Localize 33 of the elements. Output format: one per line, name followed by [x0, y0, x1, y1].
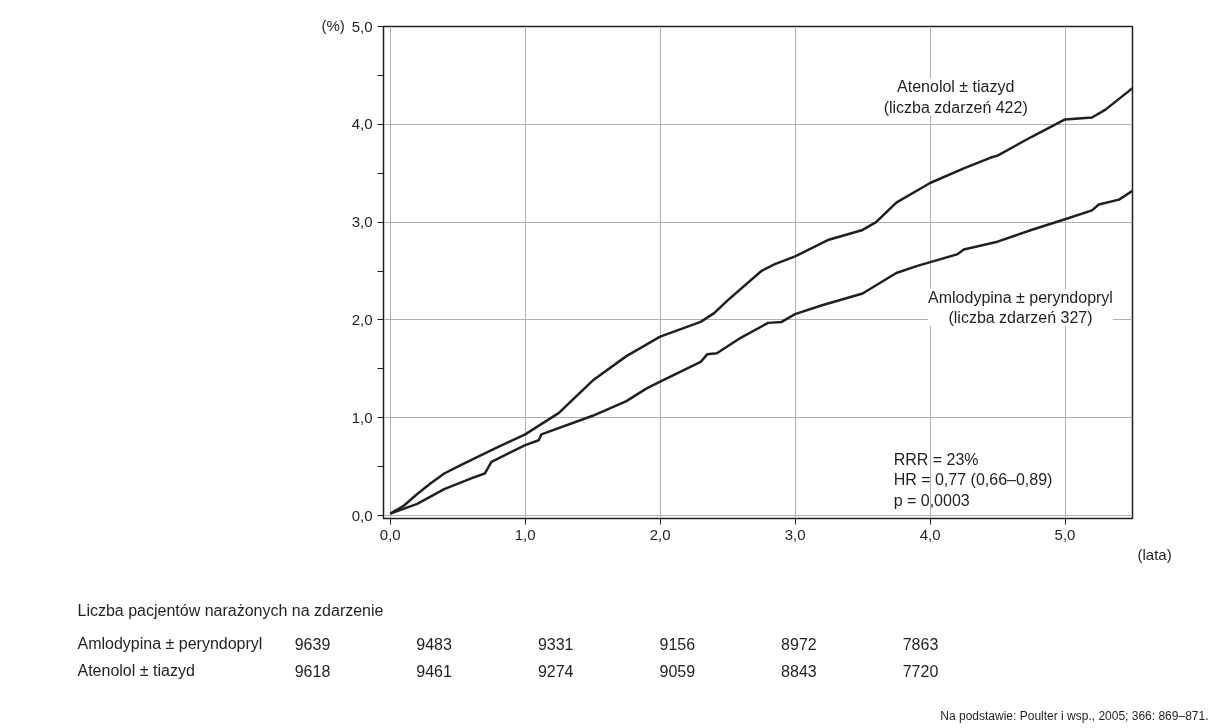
series-label: Atenolol ± tiazyd (liczba zdarzeń 422) [883, 78, 1028, 116]
x-axis-title: (lata) [1137, 546, 1172, 563]
text: Liczba pacjentów narażonych na zdarzenie [77, 602, 384, 619]
x-tick-label: 4,0 [919, 525, 941, 543]
y-tick-label: 3,0 [351, 213, 373, 231]
x-tick-label: 3,0 [784, 525, 806, 543]
text: 9156 [659, 635, 696, 653]
text: 9483 [416, 635, 452, 653]
x-tick-label: 5,0 [1054, 525, 1076, 543]
series-label: Amlodypina ± peryndopryl (liczba zdarzeń 327) [928, 288, 1113, 327]
y-tick-label: 5,0 [351, 17, 373, 35]
text: 9274 [537, 662, 574, 680]
text: 7720 [902, 662, 939, 680]
text: 7863 [902, 635, 939, 653]
text: 8972 [781, 635, 817, 653]
x-tick-label: 0,0 [379, 525, 401, 543]
text: Amlodypina ± peryndopryl [77, 635, 263, 652]
y-tick-label: 2,0 [351, 310, 373, 328]
text: 8843 [781, 662, 817, 680]
annotation: RRR = 23% HR = 0,77 (0,66–0,89) p = 0,0003 [893, 451, 1053, 509]
x-tick-label: 1,0 [514, 525, 536, 543]
text: Atenolol ± tiazyd [77, 662, 195, 679]
y-tick-label: 0,0 [351, 506, 373, 524]
text: 9639 [294, 635, 331, 653]
y-tick-label: 4,0 [351, 115, 373, 133]
x-tick-label: 2,0 [649, 525, 671, 543]
text: Na podstawie: Poulter i wsp., 2005; 366: 869–871. [940, 708, 1209, 723]
y-axis-title: (%) [321, 16, 345, 34]
text: 9618 [294, 662, 331, 680]
y-tick-label: 1,0 [351, 408, 373, 426]
text: 9331 [537, 635, 574, 653]
text: 9059 [659, 662, 696, 680]
text: 9461 [416, 662, 452, 680]
